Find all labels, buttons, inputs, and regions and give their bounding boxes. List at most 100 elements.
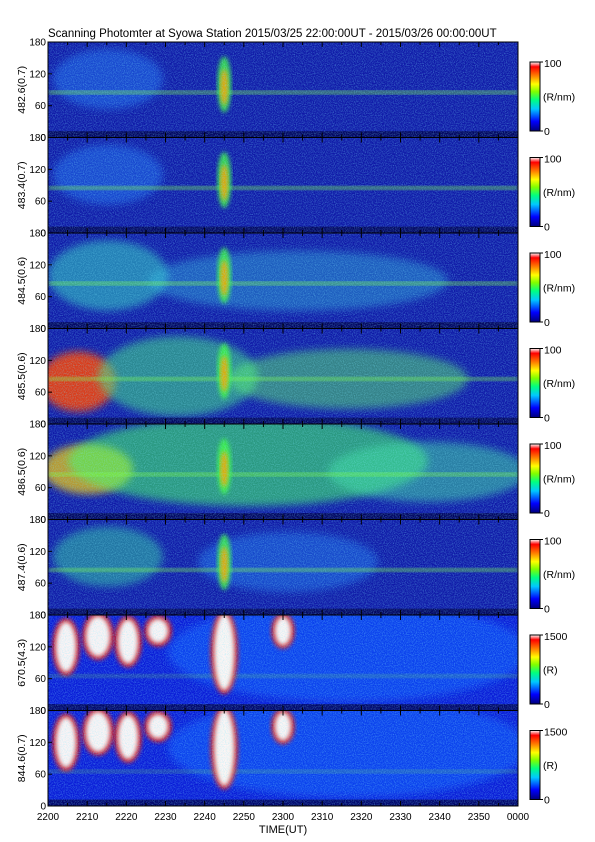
colorbar-unit-label: (R/nm)	[543, 92, 575, 104]
x-tick-label: 2320	[350, 812, 373, 823]
x-tick-label: 2300	[272, 812, 295, 823]
colorbar-unit-label: (R)	[543, 760, 558, 772]
heatmap-3	[48, 233, 518, 329]
colorbar-min-label: 0	[544, 604, 550, 616]
colorbar-max-label: 1500	[544, 727, 568, 739]
y-tick-label: 0	[40, 229, 46, 240]
x-tick-label: 2350	[468, 812, 491, 823]
y-tick-label: 60	[35, 770, 47, 781]
colorbar-min-label: 0	[544, 222, 550, 234]
panel-ylabel: 486.5(0.6)	[16, 448, 28, 496]
colorbar-max-label: 100	[544, 58, 562, 70]
y-tick-label: 60	[35, 483, 47, 494]
colorbar-min-label: 0	[544, 508, 550, 520]
panel-ylabel: 484.5(0.6)	[16, 257, 28, 305]
panel-ylabel: 483.4(0.7)	[16, 161, 28, 209]
y-tick-label: 180	[29, 324, 46, 335]
panel-ylabel: 485.5(0.6)	[16, 352, 28, 400]
panel-8: 0 60 120 180 844.6(0.7) 1500 0 (R)	[16, 706, 568, 813]
colorbar-min-label: 0	[544, 317, 550, 329]
y-tick-label: 0	[40, 611, 46, 622]
x-tick-label: 2310	[311, 812, 334, 823]
x-tick-label: 2330	[389, 812, 412, 823]
y-tick-label: 120	[29, 547, 46, 558]
y-tick-label: 60	[35, 579, 47, 590]
x-axis-label: TIME(UT)	[259, 824, 307, 836]
heatmap-6	[48, 519, 518, 615]
y-tick-label: 120	[29, 642, 46, 653]
colorbar	[529, 443, 541, 514]
colorbar-unit-label: (R/nm)	[543, 474, 575, 486]
y-tick-label: 120	[29, 451, 46, 462]
colorbar-unit-label: (R/nm)	[543, 569, 575, 581]
colorbar-max-label: 100	[544, 345, 562, 357]
y-tick-label: 180	[29, 611, 46, 622]
colorbar-max-label: 100	[544, 440, 562, 452]
x-tick-label: 0000	[507, 812, 530, 823]
heatmap-7	[48, 615, 518, 711]
x-tick-label: 2210	[76, 812, 99, 823]
heatmap-5	[48, 424, 518, 520]
x-tick-label: 2240	[194, 812, 217, 823]
x-tick-label: 2200	[37, 812, 60, 823]
colorbar-max-label: 100	[544, 536, 562, 548]
y-tick-label: 0	[40, 706, 46, 717]
colorbar-unit-label: (R/nm)	[543, 187, 575, 199]
x-tick-label: 2220	[115, 812, 138, 823]
colorbar-unit-label: (R)	[543, 665, 558, 677]
x-tick-label: 2250	[233, 812, 256, 823]
y-tick-label: 60	[35, 101, 47, 112]
colorbar-min-label: 0	[544, 795, 550, 807]
panel-5: 0 60 120 180 486.5(0.6) 100 0 (R/nm)	[16, 420, 575, 527]
y-tick-label: 180	[29, 38, 46, 49]
y-tick-label: 60	[35, 292, 47, 303]
y-tick-label: 60	[35, 674, 47, 685]
y-tick-label: 180	[29, 420, 46, 431]
colorbar-unit-label: (R/nm)	[543, 283, 575, 295]
colorbar	[529, 348, 541, 418]
x-axis: 2200 2210 2220 2230 2240 2250 2300 2310 2320 2330…	[37, 812, 530, 823]
y-tick-label: 120	[29, 165, 46, 176]
colorbar-max-label: 100	[544, 154, 562, 166]
colorbar-max-label: 1500	[544, 631, 568, 643]
y-tick-label: 180	[29, 515, 46, 526]
x-tick-label: 2340	[429, 812, 452, 823]
heatmap-8	[48, 710, 518, 806]
colorbar-unit-label: (R/nm)	[543, 378, 575, 390]
y-tick-label: 180	[29, 706, 46, 717]
panel-ylabel: 670.5(4.3)	[16, 639, 28, 687]
y-tick-label: 0	[40, 420, 46, 431]
y-tick-label: 0	[40, 802, 46, 813]
colorbar-min-label: 0	[544, 699, 550, 711]
heatmap-2	[48, 137, 518, 233]
colorbar-min-label: 0	[544, 413, 550, 425]
colorbar-min-label: 0	[544, 126, 550, 138]
x-tick-label: 2230	[154, 812, 177, 823]
y-tick-label: 120	[29, 356, 46, 367]
y-tick-label: 60	[35, 388, 47, 399]
panel-ylabel: 487.4(0.6)	[16, 543, 28, 591]
panel-ylabel: 844.6(0.7)	[16, 734, 28, 782]
y-tick-label: 180	[29, 133, 46, 144]
y-tick-label: 60	[35, 197, 47, 208]
y-tick-label: 120	[29, 260, 46, 271]
panel-7: 0 60 120 180 670.5(4.3) 1500 0 (R)	[16, 611, 568, 718]
panel-3: 0 60 120 180 484.5(0.6) 100 0 (R/nm)	[16, 229, 575, 336]
y-tick-label: 120	[29, 738, 46, 749]
colorbar	[529, 252, 541, 323]
y-tick-label: 120	[29, 69, 46, 80]
panel-6: 0 60 120 180 487.4(0.6) 100 0 (R/nm)	[16, 515, 575, 622]
colorbar	[529, 634, 541, 705]
panel-1: 0 60 120 180 482.6(0.7) 100 0 (R/nm)	[16, 38, 575, 145]
heatmap-1	[48, 42, 518, 138]
panel-2: 0 60 120 180 483.4(0.7) 100 0 (R/nm)	[16, 133, 575, 240]
y-tick-label: 0	[40, 133, 46, 144]
panel-4: 0 60 120 180 485.5(0.6) 100 0 (R/nm)	[16, 324, 575, 431]
heatmap-4	[48, 328, 518, 424]
y-tick-label: 0	[40, 515, 46, 526]
colorbar	[529, 539, 541, 609]
y-tick-label: 180	[29, 229, 46, 240]
panel-ylabel: 482.6(0.7)	[16, 66, 28, 114]
colorbar-max-label: 100	[544, 249, 562, 261]
